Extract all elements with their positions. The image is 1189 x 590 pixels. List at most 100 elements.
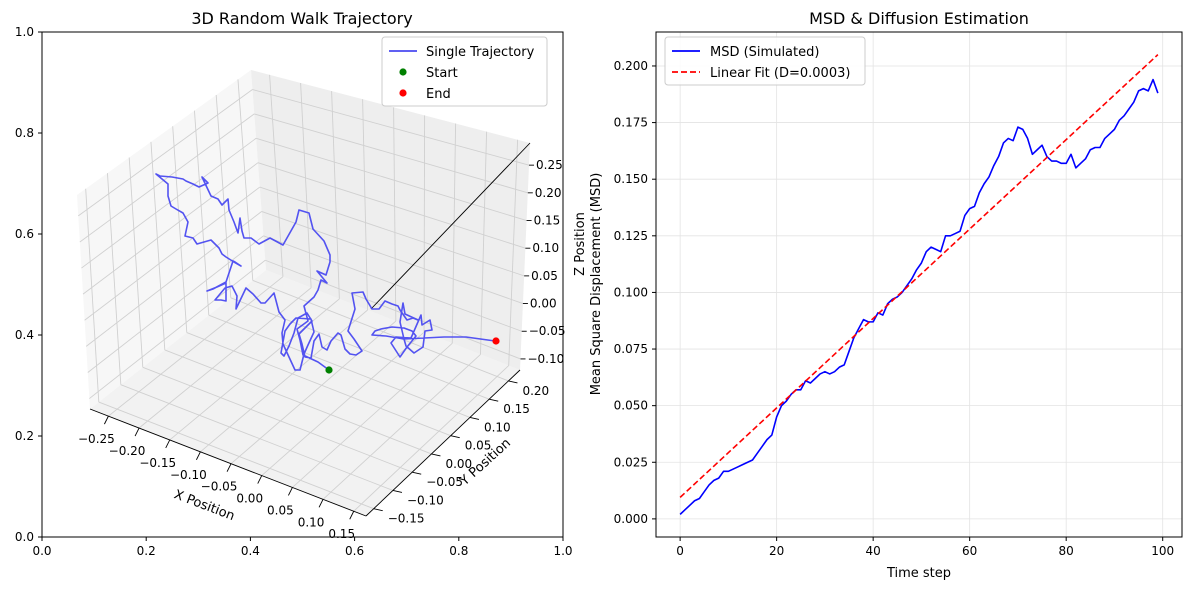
grid-line bbox=[81, 137, 257, 269]
x-tick bbox=[318, 499, 324, 508]
x-tick-label: −0.10 bbox=[170, 468, 207, 482]
x-tick bbox=[195, 451, 201, 461]
bg-y-tick-label: 0.8 bbox=[15, 126, 34, 140]
bg-y-tick-label: 0.4 bbox=[15, 328, 34, 342]
msd-y-tick-label: 0.000 bbox=[614, 512, 648, 526]
grid-line bbox=[82, 162, 259, 295]
y-tick bbox=[373, 508, 383, 512]
bg-y-tick-label: 1.0 bbox=[15, 25, 34, 39]
y-tick-label: 0.10 bbox=[484, 420, 511, 434]
start-point bbox=[325, 366, 333, 374]
msd-y-axis-label: Mean Square Displacement (MSD) bbox=[589, 173, 604, 396]
grid-line bbox=[508, 139, 519, 366]
x-tick bbox=[349, 511, 355, 520]
bg-x-tick-label: 0.4 bbox=[241, 544, 260, 558]
msd-x-tick-label: 60 bbox=[962, 544, 977, 558]
left-wall-pane bbox=[77, 70, 266, 409]
x-tick bbox=[287, 487, 293, 496]
x-tick-label: 0.00 bbox=[236, 492, 263, 506]
legend-label-msd: MSD (Simulated) bbox=[710, 45, 819, 60]
bg-y-tick-label: 0.2 bbox=[15, 429, 34, 443]
x-tick-label: −0.20 bbox=[109, 444, 146, 458]
legend-label-trajectory: Single Trajectory bbox=[426, 45, 535, 60]
y-tick-label: 0.05 bbox=[465, 439, 492, 453]
grid-line bbox=[194, 110, 210, 316]
grid-line bbox=[89, 259, 266, 399]
x-axis-line bbox=[89, 408, 367, 517]
trajectory-line bbox=[155, 173, 496, 371]
y-tick bbox=[431, 453, 441, 457]
grid-line bbox=[128, 157, 144, 368]
right-panel: MSD & Diffusion Estimation 0 20 40 60 80 1000… bbox=[589, 9, 1183, 581]
bg-x-tick-label: 0.8 bbox=[449, 544, 468, 558]
msd-x-tick-label: 20 bbox=[769, 544, 784, 558]
right-legend-box bbox=[664, 36, 866, 86]
y-tick-label: −0.10 bbox=[407, 493, 444, 507]
msd-y-tick-label: 0.175 bbox=[614, 116, 648, 130]
grid-line bbox=[108, 276, 284, 417]
grid-line bbox=[393, 107, 397, 322]
x-tick-label: 0.15 bbox=[328, 527, 355, 541]
msd-simulated-line bbox=[679, 78, 1159, 515]
grid-line bbox=[150, 141, 166, 350]
trajectory bbox=[155, 173, 500, 374]
msd-linear-fit-line bbox=[679, 54, 1159, 498]
z-tick-label: 0.15 bbox=[534, 214, 561, 228]
z-axis-line bbox=[370, 142, 531, 310]
grid-line bbox=[79, 113, 255, 243]
y-tick bbox=[412, 471, 422, 475]
msd-x-axis-label: Time step bbox=[886, 566, 951, 581]
x-tick bbox=[226, 463, 232, 472]
msd-grid bbox=[656, 32, 1182, 537]
right-legend: MSD (Simulated) Linear Fit (D=0.0003) bbox=[664, 36, 866, 86]
y-tick bbox=[392, 490, 403, 493]
msd-ticks: 0 20 40 60 80 100 0.000 0.025 0.050 0.075 0.100 0.1… bbox=[614, 59, 1175, 558]
grid-line bbox=[87, 235, 264, 373]
msd-y-tick-label: 0.150 bbox=[614, 172, 648, 186]
grid-line bbox=[259, 186, 525, 277]
grid-line bbox=[423, 115, 426, 333]
grid-line bbox=[451, 123, 457, 344]
x-tick-label: −0.05 bbox=[201, 480, 238, 494]
grid-line bbox=[257, 162, 526, 249]
bg-x-tick-label: 0.0 bbox=[32, 544, 51, 558]
left-legend-box bbox=[381, 36, 548, 107]
y-tick-label: 0.00 bbox=[445, 457, 472, 471]
y-tick bbox=[450, 435, 460, 439]
grid-line bbox=[85, 188, 100, 403]
x-tick-label: −0.25 bbox=[78, 432, 115, 446]
y-tick bbox=[508, 380, 518, 384]
grid-line bbox=[362, 99, 369, 311]
msd-y-tick-label: 0.100 bbox=[614, 285, 648, 299]
bg-y-tick-label: 0.6 bbox=[15, 227, 34, 241]
grid-line bbox=[255, 137, 527, 221]
bg-x-tick-label: 0.6 bbox=[345, 544, 364, 558]
msd-x-tick-label: 80 bbox=[1059, 544, 1074, 558]
z-tick-label: 0.10 bbox=[532, 241, 559, 255]
z-tick-label: −0.05 bbox=[529, 324, 566, 338]
grid-line bbox=[261, 331, 425, 476]
end-point bbox=[492, 337, 500, 345]
z-tick-label: 0.20 bbox=[535, 186, 562, 200]
legend-label-start: Start bbox=[426, 66, 458, 81]
msd-y-tick-label: 0.200 bbox=[614, 59, 648, 73]
grid-line bbox=[142, 366, 413, 473]
grid-line bbox=[261, 211, 524, 304]
grid-line bbox=[322, 354, 481, 500]
x-tick bbox=[257, 475, 263, 484]
legend-swatch-end bbox=[399, 89, 407, 97]
y-tick-label: 0.20 bbox=[522, 384, 549, 398]
z-tick-label: −0.10 bbox=[527, 352, 564, 366]
grid-line bbox=[252, 280, 509, 382]
legend-label-fit: Linear Fit (D=0.0003) bbox=[710, 66, 850, 81]
msd-axes-frame bbox=[655, 31, 1183, 538]
grid-line bbox=[254, 113, 528, 194]
x-tick-label: 0.10 bbox=[298, 515, 325, 529]
grid-line bbox=[98, 401, 374, 510]
grid-line bbox=[252, 89, 530, 166]
msd-x-tick-label: 100 bbox=[1151, 544, 1174, 558]
grid-line bbox=[300, 82, 312, 288]
y-tick bbox=[489, 398, 499, 402]
grid-line bbox=[331, 91, 340, 299]
msd-x-tick-label: 40 bbox=[866, 544, 881, 558]
